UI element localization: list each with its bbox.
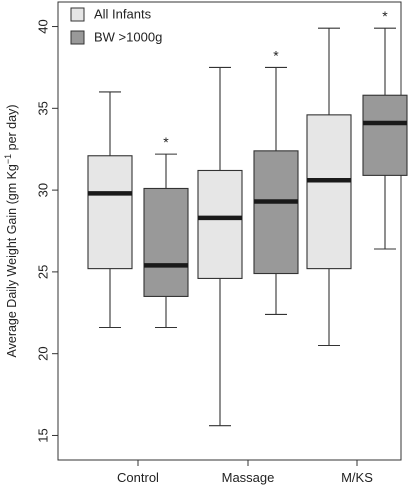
legend-swatch-1: [70, 7, 85, 22]
y-tick-label-40: 40: [35, 19, 50, 33]
legend-label-1: All Infants: [94, 6, 152, 21]
significance-marker: *: [163, 134, 169, 150]
boxes: * * *: [87, 8, 408, 427]
y-tick-label-35: 35: [35, 101, 50, 115]
iqr-box: [197, 169, 243, 279]
legend: All Infants BW >1000g: [70, 6, 162, 45]
iqr-box: [87, 155, 133, 270]
x-tick-label-1: Control: [117, 470, 159, 485]
iqr-box: [143, 187, 189, 297]
iqr-box: [306, 114, 352, 270]
legend-swatch-2: [70, 30, 85, 45]
significance-marker: *: [273, 47, 279, 63]
legend-label-2: BW >1000g: [94, 29, 162, 44]
box-1-mks: [306, 27, 352, 347]
iqr-box: [253, 150, 299, 275]
y-tick-label-25: 25: [35, 265, 50, 279]
x-axis: Control Massage M/KS: [117, 460, 373, 485]
y-axis: 15 20 25 30 35 40: [35, 19, 58, 443]
box-2-massage: *: [253, 47, 299, 315]
y-tick-label-15: 15: [35, 428, 50, 442]
box-2-control: *: [143, 134, 189, 329]
y-axis-title: Average Daily Weight Gain (gm Kg−1 per d…: [3, 105, 19, 358]
box-2-mks: *: [362, 8, 408, 250]
y-tick-label-20: 20: [35, 346, 50, 360]
x-tick-label-3: M/KS: [341, 470, 373, 485]
box-1-massage: [197, 66, 243, 427]
box-1-control: [87, 91, 133, 329]
plot-frame: [57, 1, 402, 461]
x-tick-label-2: Massage: [222, 470, 275, 485]
y-axis-title-tail: per day): [5, 105, 19, 154]
y-axis-title-superscript: −1: [3, 154, 13, 164]
iqr-box: [362, 94, 408, 176]
y-tick-label-30: 30: [35, 183, 50, 197]
y-axis-title-main: Average Daily Weight Gain (gm Kg: [5, 164, 19, 357]
significance-marker: *: [382, 8, 388, 24]
